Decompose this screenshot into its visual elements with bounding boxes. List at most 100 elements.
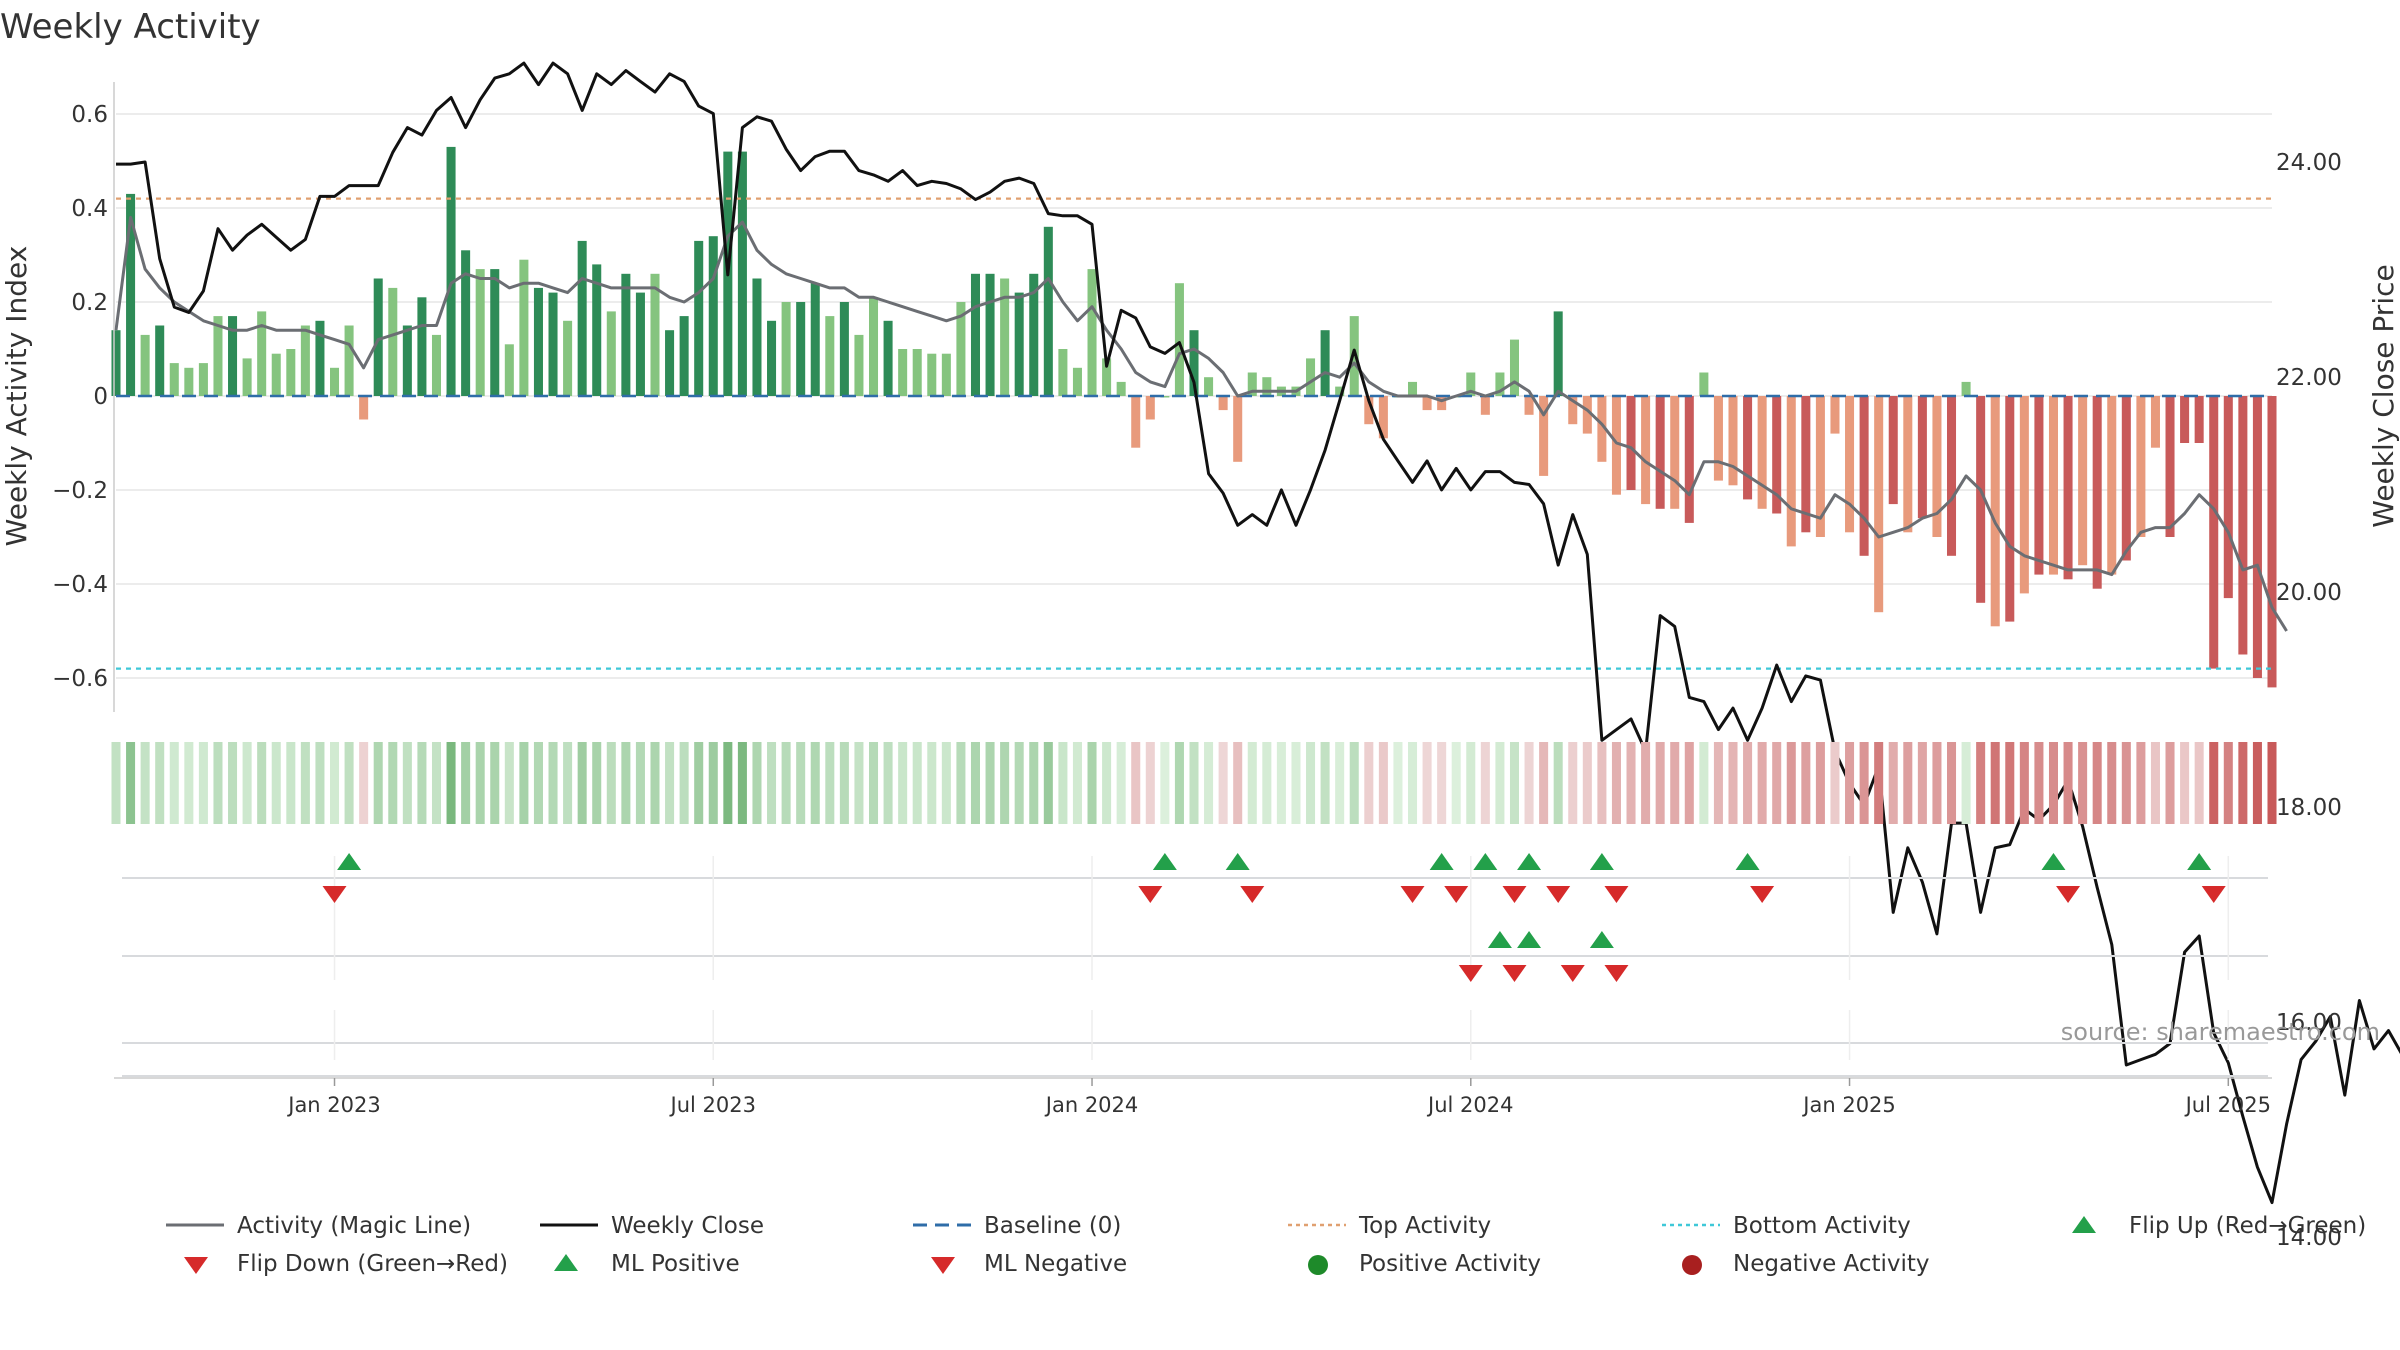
activity-bar [1174,283,1184,396]
activity-bar [1815,396,1825,537]
activity-bar [2209,396,2219,669]
activity-bar [344,325,354,396]
heat-strip-cell [2063,742,2073,824]
activity-bar [1378,396,1388,439]
activity-bar [1043,226,1053,396]
flip-up-marker [1589,853,1614,870]
activity-bar [650,273,660,396]
y-tick-label: 0.6 [71,102,108,128]
heat-strip-cell [883,742,893,824]
activity-bar [2223,396,2233,599]
flip-up-marker [337,853,362,870]
heat-strip-cell [140,742,150,824]
activity-bar [373,278,383,396]
activity-bar [2107,396,2117,575]
activity-bar [1684,396,1694,523]
x-tick-label: Jul 2025 [2184,1093,2271,1117]
heat-strip-cell [1247,742,1257,824]
heat-strip-cell [810,742,820,824]
activity-bar [1160,396,1170,398]
heat-strip-cell [1116,742,1126,824]
heat-strip-cell [1393,742,1403,824]
heat-strip-cell [490,742,500,824]
activity-bar [1072,367,1082,396]
heat-strip-cell [1713,742,1723,824]
activity-bar [184,367,194,396]
x-tick-label: Jul 2023 [669,1093,756,1117]
heat-strip-cell [2121,742,2131,824]
heat-strip-cell [533,742,543,824]
activity-bar [2005,396,2015,622]
activity-bar [228,316,238,396]
heat-strip-cell [1786,742,1796,824]
heat-strip-cell [665,742,675,824]
activity-bar [1102,358,1112,396]
activity-bar [533,287,543,396]
heat-strip-cell [796,742,806,824]
activity-bar [1655,396,1665,509]
activity-bar [898,349,908,396]
activity-bar [1597,396,1607,462]
activity-bar [563,320,573,396]
heat-strip-cell [708,742,718,824]
heat-strip-cell [461,742,471,824]
flip-down-marker [1400,886,1425,903]
heat-strip-cell [1189,742,1199,824]
legend-swatch-tri-down [931,1257,955,1274]
heat-strip-cell [2150,742,2160,824]
heat-strip-cell [1976,742,1986,824]
heat-strip-cell [2223,742,2233,824]
legend-label: Flip Down (Green→Red) [237,1251,508,1277]
heat-strip-cell [1276,742,1286,824]
heat-strip-cell [592,742,602,824]
heat-strip-cell [286,742,296,824]
activity-bar [1204,377,1214,396]
activity-bar [1262,377,1272,396]
heat-strip-cell [1524,742,1534,824]
activity-bar [1218,396,1228,411]
heat-strip-cell [2136,742,2146,824]
heat-strip-cell [402,742,412,824]
activity-bar [1247,372,1257,396]
legend-label: Top Activity [1358,1213,1491,1239]
activity-bar [1801,396,1811,533]
heat-strip-cell [1466,742,1476,824]
activity-bar [1131,396,1141,448]
flip-up-marker [2187,853,2212,870]
heat-strip-cell [912,742,922,824]
activity-bar [1466,372,1476,396]
activity-bar [1961,381,1971,396]
heat-strip-cell [1743,742,1753,824]
activity-bar [1087,269,1097,396]
flip-down-marker [322,886,347,903]
heat-strip-cell [2165,742,2175,824]
heat-strip-cell [1087,742,1097,824]
activity-bar [1029,273,1039,396]
legend-label: Bottom Activity [1733,1213,1911,1239]
heat-strip-cell [839,742,849,824]
legend-item: Weekly Close [540,1213,764,1239]
heat-strip-cell [111,742,121,824]
y2-tick-label: 18.00 [2276,795,2342,821]
heat-strip-cell [1291,742,1301,824]
x-tick-label: Jan 2025 [1801,1093,1896,1117]
flip-up-marker [1735,853,1760,870]
chart-title: Weekly Activity [0,7,261,47]
activity-bar [257,311,267,396]
flip-down-marker [1604,886,1629,903]
activity-bar [839,302,849,396]
activity-bar [1539,396,1549,476]
legend-item: Flip Up (Red→Green) [2072,1213,2366,1239]
heat-strip-cell [1437,742,1447,824]
heat-strip-cell [1859,742,1869,824]
activity-bar [1582,396,1592,434]
activity-bar [1917,396,1927,519]
activity-bar [1830,396,1840,434]
activity-bar [1772,396,1782,514]
activity-bar [1990,396,2000,627]
activity-bar [2267,396,2277,688]
legend-swatch-tri-down [184,1257,208,1274]
heat-strip-cell [1917,742,1927,824]
flip-down-marker [1138,886,1163,903]
activity-bar [577,240,587,396]
